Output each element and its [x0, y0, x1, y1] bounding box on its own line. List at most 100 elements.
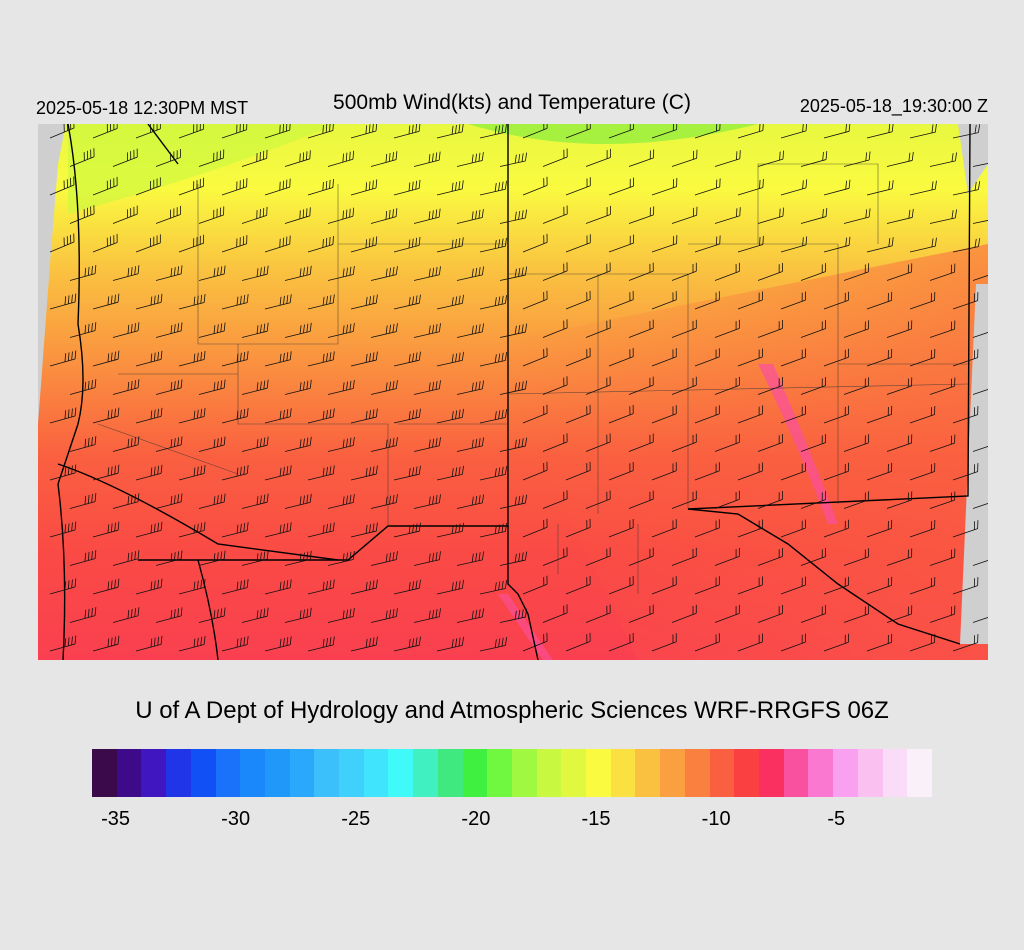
wind-barb [350, 636, 378, 652]
wind-barb [155, 149, 181, 167]
wind-barb [370, 266, 398, 281]
wind-barb [952, 634, 979, 652]
wind-barb [307, 235, 334, 253]
wind-barb [929, 548, 956, 566]
wind-barb [651, 348, 677, 367]
wind-barb [737, 519, 763, 538]
wind-barb [651, 519, 677, 538]
wind-barb [628, 376, 654, 395]
wind-barb [651, 576, 677, 595]
wind-barb [241, 149, 268, 167]
wind-barb [671, 206, 698, 224]
wind-barb [284, 207, 311, 224]
wind-barb [112, 379, 140, 395]
wind-barb [370, 208, 398, 224]
wind-barb [479, 124, 507, 139]
wind-barb [866, 237, 894, 253]
wind-barb [327, 493, 355, 509]
wind-barb [49, 578, 77, 595]
wind-barb [479, 351, 508, 367]
wind-barb [780, 124, 808, 139]
wind-barb [135, 407, 163, 424]
wind-barb [327, 607, 355, 623]
wind-barb [112, 436, 140, 452]
wind-barb [608, 405, 634, 424]
wind-barb [221, 235, 248, 253]
wind-barb [436, 294, 464, 310]
wind-barb [671, 547, 697, 566]
wind-barb [823, 348, 850, 367]
wind-barb [155, 436, 183, 452]
wind-barb [952, 463, 979, 481]
wind-barb [456, 608, 484, 623]
colorbar-swatch [437, 749, 463, 797]
wind-barb [714, 604, 740, 623]
wind-barb [843, 377, 870, 395]
wind-barb [866, 405, 893, 424]
wind-barb [823, 124, 851, 139]
colorbar-swatch [462, 749, 488, 797]
wind-barb [413, 323, 441, 338]
colorbar-tick-label: -30 [221, 808, 251, 830]
wind-barb [757, 262, 783, 281]
wind-barb [866, 633, 893, 652]
wind-barb [135, 635, 163, 652]
wind-barb [843, 548, 870, 566]
colorbar-swatch [758, 749, 784, 797]
wind-barb [608, 234, 634, 253]
wind-barb [155, 493, 183, 509]
wind-barb [608, 519, 634, 538]
valid-time-label: 2025-05-18_19:30:00 Z [799, 96, 988, 116]
wind-barb [178, 464, 206, 481]
wind-barb [866, 462, 893, 481]
wind-barb [714, 207, 741, 224]
wind-barb [972, 385, 988, 395]
wind-barb [608, 124, 634, 139]
wind-barb [436, 636, 464, 652]
colorbar-swatch [215, 749, 241, 797]
wind-barb [393, 236, 421, 253]
wind-barb [264, 579, 292, 595]
wind-barb [843, 151, 871, 167]
wind-barb [92, 233, 118, 253]
wind-barb [714, 262, 740, 281]
wind-barb [456, 494, 484, 509]
wind-barb [651, 291, 677, 310]
colorbar-swatch [264, 749, 290, 797]
wind-barb [178, 407, 206, 424]
wind-barb [350, 124, 378, 139]
colorbar-swatch [684, 749, 710, 797]
wind-barb [565, 347, 591, 367]
wind-barb [69, 265, 97, 281]
wind-barb [436, 237, 464, 253]
colorbar-swatch [882, 749, 908, 797]
wind-barb [585, 148, 611, 167]
wind-barb [69, 607, 97, 623]
wind-barb [909, 519, 936, 538]
wind-barb [542, 205, 568, 224]
colorbar-swatch [363, 749, 389, 797]
wind-barb [198, 493, 226, 509]
wind-barb [307, 408, 335, 424]
wind-barb [49, 293, 77, 310]
wind-barb [284, 150, 311, 167]
colorbar-swatch [190, 749, 216, 797]
wind-barb [823, 405, 850, 424]
wind-barb [264, 522, 292, 538]
colorbar-tick-label: -35 [101, 808, 130, 830]
wind-barb [370, 380, 398, 395]
wind-barb [585, 604, 611, 623]
wind-barb [952, 124, 981, 139]
wind-barb [929, 152, 957, 167]
wind-barb [671, 149, 698, 167]
wind-barb [327, 379, 355, 395]
wind-barb [780, 633, 806, 652]
wind-barb [436, 351, 464, 367]
wind-barb [929, 491, 956, 509]
wind-barb [135, 124, 161, 139]
wind-barb [241, 322, 269, 338]
wind-barb [866, 291, 893, 310]
wind-barb [370, 551, 398, 566]
wind-barb [800, 208, 828, 224]
wind-barb [393, 522, 421, 538]
